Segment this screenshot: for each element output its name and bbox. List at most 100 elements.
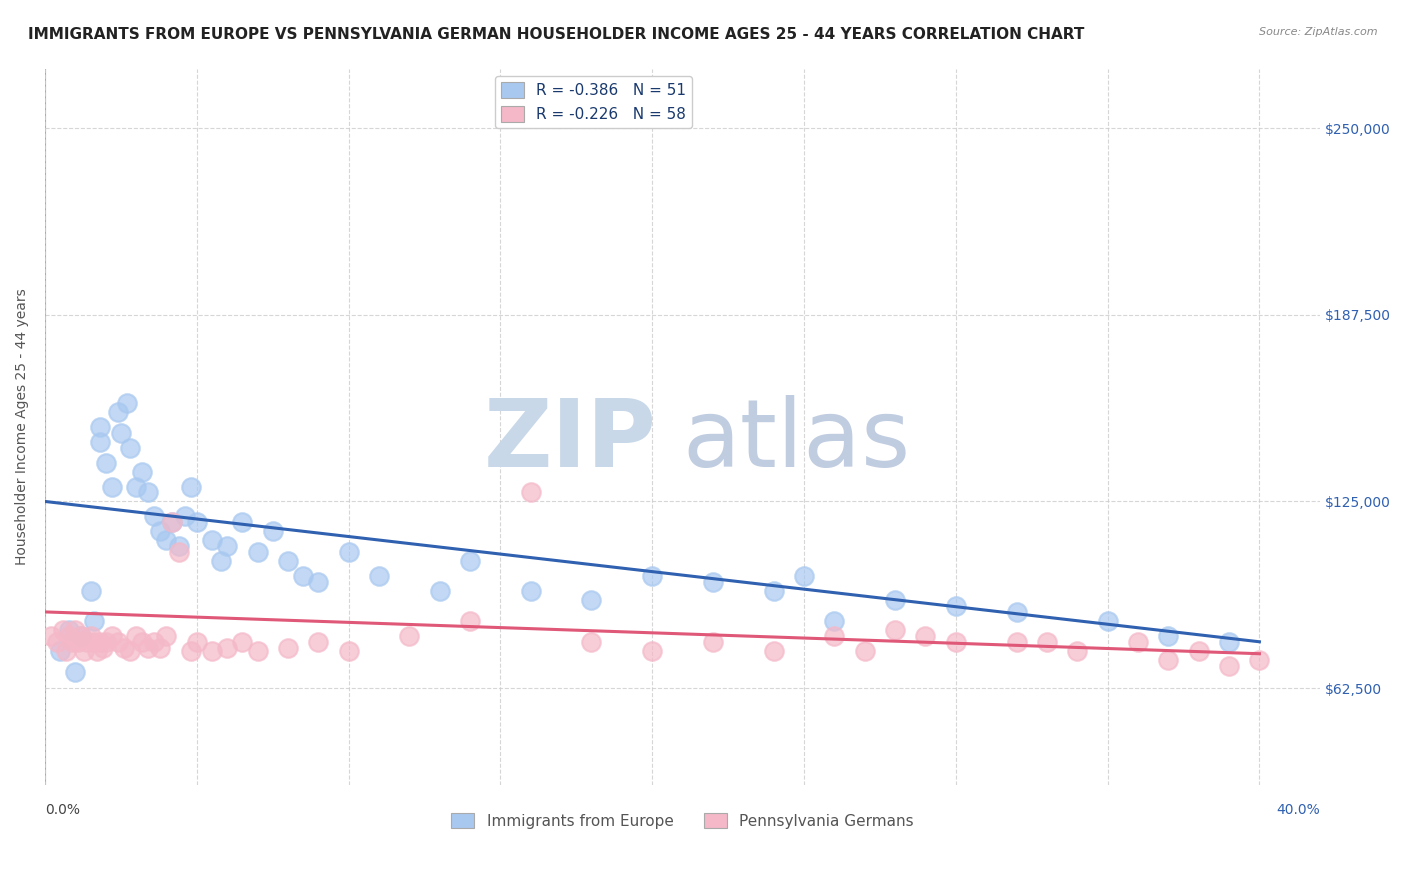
Point [337,545,360,559]
Point [1036,634,1059,648]
Point [702,634,724,648]
Point [118,644,141,658]
Point [94,456,117,470]
Point [201,644,224,658]
Point [1249,653,1271,667]
Point [231,634,253,648]
Point [231,516,253,530]
Point [60,634,83,648]
Text: atlas: atlas [682,395,911,487]
Point [180,479,202,493]
Point [89,434,111,449]
Point [1218,658,1240,673]
Point [55,644,77,658]
Point [884,593,907,607]
Point [581,634,603,648]
Point [458,554,481,568]
Point [368,569,391,583]
Point [1097,614,1119,628]
Point [458,614,481,628]
Point [115,396,138,410]
Point [155,629,177,643]
Point [91,640,114,655]
Point [853,644,876,658]
Point [67,634,90,648]
Point [337,644,360,658]
Point [1157,629,1180,643]
Point [945,634,967,648]
Point [79,629,101,643]
Point [100,479,122,493]
Point [39,629,62,643]
Point [262,524,284,539]
Text: Source: ZipAtlas.com: Source: ZipAtlas.com [1260,27,1378,37]
Point [46,634,69,648]
Point [292,569,315,583]
Point [217,640,239,655]
Point [79,584,101,599]
Point [89,419,111,434]
Point [519,485,541,500]
Text: ZIP: ZIP [484,395,657,487]
Point [429,584,451,599]
Point [186,516,208,530]
Point [1066,644,1088,658]
Point [167,545,190,559]
Point [155,533,177,548]
Legend: Immigrants from Europe, Pennsylvania Germans: Immigrants from Europe, Pennsylvania Ger… [446,806,920,835]
Point [136,485,159,500]
Point [307,575,329,590]
Point [217,539,239,553]
Point [1218,634,1240,648]
Point [519,584,541,599]
Point [945,599,967,613]
Point [76,634,98,648]
Point [49,644,72,658]
Point [65,623,87,637]
Point [914,629,936,643]
Point [65,665,87,679]
Point [83,614,105,628]
Point [1188,644,1211,658]
Point [1005,605,1028,619]
Point [277,554,299,568]
Point [112,640,135,655]
Point [107,405,129,419]
Point [1005,634,1028,648]
Point [70,629,93,643]
Point [246,545,269,559]
Point [823,629,845,643]
Point [641,644,664,658]
Point [125,629,148,643]
Point [118,441,141,455]
Point [143,634,166,648]
Text: 0.0%: 0.0% [45,803,80,817]
Point [89,634,111,648]
Point [180,644,202,658]
Point [702,575,724,590]
Point [131,465,153,479]
Point [100,629,122,643]
Point [162,516,184,530]
Point [201,533,224,548]
Point [173,509,195,524]
Point [1126,634,1149,648]
Point [823,614,845,628]
Point [52,623,75,637]
Point [884,623,907,637]
Point [167,539,190,553]
Point [641,569,664,583]
Point [125,479,148,493]
Point [73,644,96,658]
Point [762,644,785,658]
Point [246,644,269,658]
Point [149,640,172,655]
Y-axis label: Householder Income Ages 25 - 44 years: Householder Income Ages 25 - 44 years [15,288,30,566]
Point [58,629,80,643]
Point [149,524,172,539]
Point [94,634,117,648]
Point [307,634,329,648]
Point [1157,653,1180,667]
Point [186,634,208,648]
Point [762,584,785,599]
